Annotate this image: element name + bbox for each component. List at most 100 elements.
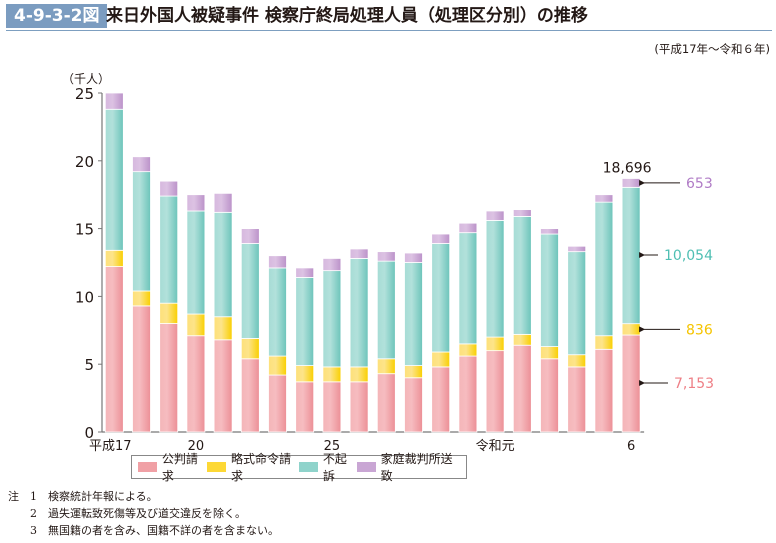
figure-number-badge: 4-9-3-2図 <box>6 4 108 28</box>
bar-segment-non-prosecution <box>376 260 396 360</box>
bar-segment-public-prosecution <box>159 323 179 433</box>
bar-segment-public-prosecution <box>540 358 559 433</box>
bar-segment-public-prosecution <box>458 355 478 433</box>
note-text: 検察統計年報による。 <box>48 490 158 503</box>
bar-segment-public-prosecution <box>404 377 423 433</box>
bar-segment-non-prosecution <box>458 232 478 345</box>
total-label: 18,696 <box>603 160 652 176</box>
bar-segment-non-prosecution <box>431 243 451 353</box>
bar-segment-summary-order <box>431 351 451 368</box>
bar-segment-non-prosecution <box>295 277 315 366</box>
bar-segment-public-prosecution <box>567 366 587 433</box>
bar-segment-summary-order <box>458 343 478 357</box>
bar-segment-public-prosecution <box>512 344 532 433</box>
legend-swatch <box>138 462 157 472</box>
bar-segment-non-prosecution <box>512 215 532 335</box>
bar-19 <box>159 180 179 433</box>
bar-segment-summary-order <box>240 338 260 360</box>
bar-segment-family-court <box>268 255 287 269</box>
bar-20 <box>186 194 206 433</box>
legend-label: 不起訴 <box>322 452 347 483</box>
y-tick-label: 20 <box>75 153 94 171</box>
y-tick-label: 25 <box>75 85 94 103</box>
notes: 注 1 検察統計年報による。 2 過失運転致死傷等及び道交違反を除く。 3 無国… <box>8 488 279 539</box>
x-tick-label: 20 <box>188 439 205 454</box>
bar-segment-non-prosecution <box>567 251 587 356</box>
y-tick-label: 0 <box>84 424 94 442</box>
bar-segment-summary-order <box>567 354 587 368</box>
bar-segment-family-court <box>540 228 559 235</box>
chart-legend: 公判請求 略式命令請求 不起訴 家庭裁判所送致 <box>131 452 467 483</box>
bar-segment-summary-order <box>186 313 206 337</box>
y-tick-label: 10 <box>75 288 94 306</box>
bar-segment-summary-order <box>322 366 342 383</box>
bar-segment-public-prosecution <box>240 358 260 433</box>
bar-segment-family-court <box>213 192 233 213</box>
bar-segment-summary-order <box>268 355 287 376</box>
note-number: 1 <box>30 490 37 503</box>
bar-segment-non-prosecution <box>594 201 614 337</box>
bar-segment-family-court <box>621 178 641 188</box>
bar-segment-public-prosecution <box>349 381 369 433</box>
bar-segment-family-court <box>567 245 587 253</box>
note-number: 3 <box>30 524 37 537</box>
y-tick-label: 5 <box>84 356 94 374</box>
y-tick-label: 15 <box>75 221 94 239</box>
bar-segment-public-prosecution <box>594 348 614 433</box>
bar-segment-family-court <box>458 222 478 234</box>
bar-segment-summary-order <box>540 346 559 360</box>
bar-segment-summary-order <box>295 365 315 383</box>
bar-segment-summary-order <box>349 366 369 383</box>
bar-segment-non-prosecution <box>213 211 233 318</box>
bar-segment-non-prosecution <box>404 262 423 366</box>
bar-21 <box>213 192 233 433</box>
bar-18 <box>132 156 151 433</box>
note-text: 過失運転致死傷等及び道交違反を除く。 <box>48 507 246 520</box>
bar-4 <box>567 245 587 433</box>
public-prosecution-callout-label: 7,153 <box>674 376 714 392</box>
legend-item: 不起訴 <box>299 450 357 484</box>
bar-segment-non-prosecution <box>132 171 151 292</box>
bar-27 <box>376 251 396 433</box>
bar-segment-public-prosecution <box>295 381 315 433</box>
bar-6 <box>621 178 641 433</box>
bar-segment-family-court <box>404 252 423 263</box>
legend-item: 略式命令請求 <box>207 450 299 484</box>
bar-segment-family-court <box>104 92 124 110</box>
bar-26 <box>349 248 369 433</box>
bar-segment-family-court <box>431 233 451 244</box>
bar-segment-family-court <box>240 228 260 244</box>
bar-segment-non-prosecution <box>540 233 559 347</box>
bar-23 <box>268 255 287 433</box>
non-prosecution-callout-label: 10,054 <box>664 248 713 264</box>
legend-label: 略式命令請求 <box>231 452 292 483</box>
bar-5 <box>594 194 614 433</box>
bar-segment-family-court <box>159 180 179 197</box>
x-tick-label: 平成17 <box>89 439 132 454</box>
stacked-bar-chart: 0 5 10 15 20 25 平成17 20 25 令和元 6 18,696 653 10,054 83… <box>75 85 714 454</box>
bar-segment-summary-order <box>104 249 124 267</box>
bar-segment-public-prosecution <box>621 334 641 433</box>
legend-item: 家庭裁判所送致 <box>356 450 460 484</box>
bar-segment-public-prosecution <box>322 381 342 433</box>
bar-30 <box>458 222 478 433</box>
bar-segment-summary-order <box>594 335 614 350</box>
bar-segment-non-prosecution <box>322 270 342 368</box>
bar-平成17 <box>104 92 124 433</box>
legend-swatch <box>299 462 318 472</box>
bar-segment-non-prosecution <box>621 186 641 325</box>
bar-segment-non-prosecution <box>159 195 179 304</box>
bar-segment-family-court <box>322 258 342 272</box>
bar-segment-non-prosecution <box>268 267 287 357</box>
bar-25 <box>322 258 342 433</box>
note-row: 3 無国籍の者を含み、国籍不詳の者を含まない。 <box>8 522 279 539</box>
x-tick-label: 25 <box>324 439 341 454</box>
bar-segment-public-prosecution <box>376 373 396 433</box>
legend-item: 公判請求 <box>138 450 207 484</box>
bar-segment-non-prosecution <box>104 108 124 251</box>
note-label: 注 <box>8 490 19 503</box>
bar-segment-summary-order <box>621 323 641 336</box>
chart-title: 来日外国人被疑事件 検察庁終局処理人員（処理区分別）の推移 <box>106 6 588 26</box>
figure-header: 4-9-3-2図 来日外国人被疑事件 検察庁終局処理人員（処理区分別）の推移 <box>6 4 772 31</box>
bar-segment-summary-order <box>404 365 423 379</box>
